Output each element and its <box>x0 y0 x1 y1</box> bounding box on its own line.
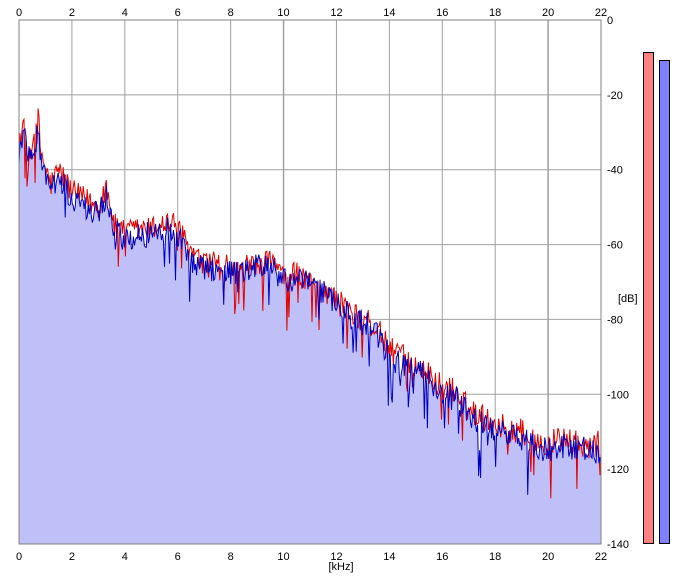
x-tick-label-bottom: 6 <box>175 551 181 563</box>
x-tick-label-bottom: 22 <box>595 551 607 563</box>
y-tick-label: 0 <box>607 15 613 27</box>
x-tick-label-top: 16 <box>436 7 448 19</box>
y-tick-label: -60 <box>607 240 623 252</box>
y-tick-label: -100 <box>607 389 629 401</box>
x-tick-label-top: 18 <box>489 7 501 19</box>
x-tick-label-bottom: 8 <box>228 551 234 563</box>
y-tick-label: -80 <box>607 314 623 326</box>
x-tick-label-top: 14 <box>383 7 395 19</box>
level-meter-left <box>643 52 654 544</box>
x-tick-label-top: 8 <box>228 7 234 19</box>
spectrum-area-fill <box>19 125 601 544</box>
x-tick-label-bottom: 18 <box>489 551 501 563</box>
x-tick-label-bottom: 2 <box>69 551 75 563</box>
x-tick-label-bottom: 12 <box>330 551 342 563</box>
tick-labels: 002244668810101212141416161818202022220-… <box>16 7 629 563</box>
x-tick-label-bottom: 10 <box>277 551 289 563</box>
y-tick-label: -140 <box>607 539 629 551</box>
x-axis-label: [kHz] <box>328 561 353 573</box>
x-tick-label-top: 2 <box>69 7 75 19</box>
spectrum-line-right <box>18 125 602 495</box>
x-tick-label-top: 22 <box>595 7 607 19</box>
x-tick-label-top: 10 <box>277 7 289 19</box>
x-tick-label-top: 6 <box>175 7 181 19</box>
x-tick-label-top: 0 <box>16 7 22 19</box>
x-tick-label-top: 4 <box>122 7 128 19</box>
x-tick-label-bottom: 0 <box>16 551 22 563</box>
x-tick-label-bottom: 20 <box>542 551 554 563</box>
x-tick-label-bottom: 14 <box>383 551 395 563</box>
x-tick-label-bottom: 4 <box>122 551 128 563</box>
y-axis-label: [dB] <box>618 293 638 305</box>
level-meter-right <box>659 60 670 544</box>
y-tick-label: -20 <box>607 90 623 102</box>
x-tick-label-top: 20 <box>542 7 554 19</box>
x-tick-label-top: 12 <box>330 7 342 19</box>
spectrum-line-left <box>18 108 602 499</box>
plot-frame <box>18 19 602 545</box>
y-tick-label: -120 <box>607 464 629 476</box>
y-tick-label: -40 <box>607 165 623 177</box>
x-tick-label-bottom: 16 <box>436 551 448 563</box>
